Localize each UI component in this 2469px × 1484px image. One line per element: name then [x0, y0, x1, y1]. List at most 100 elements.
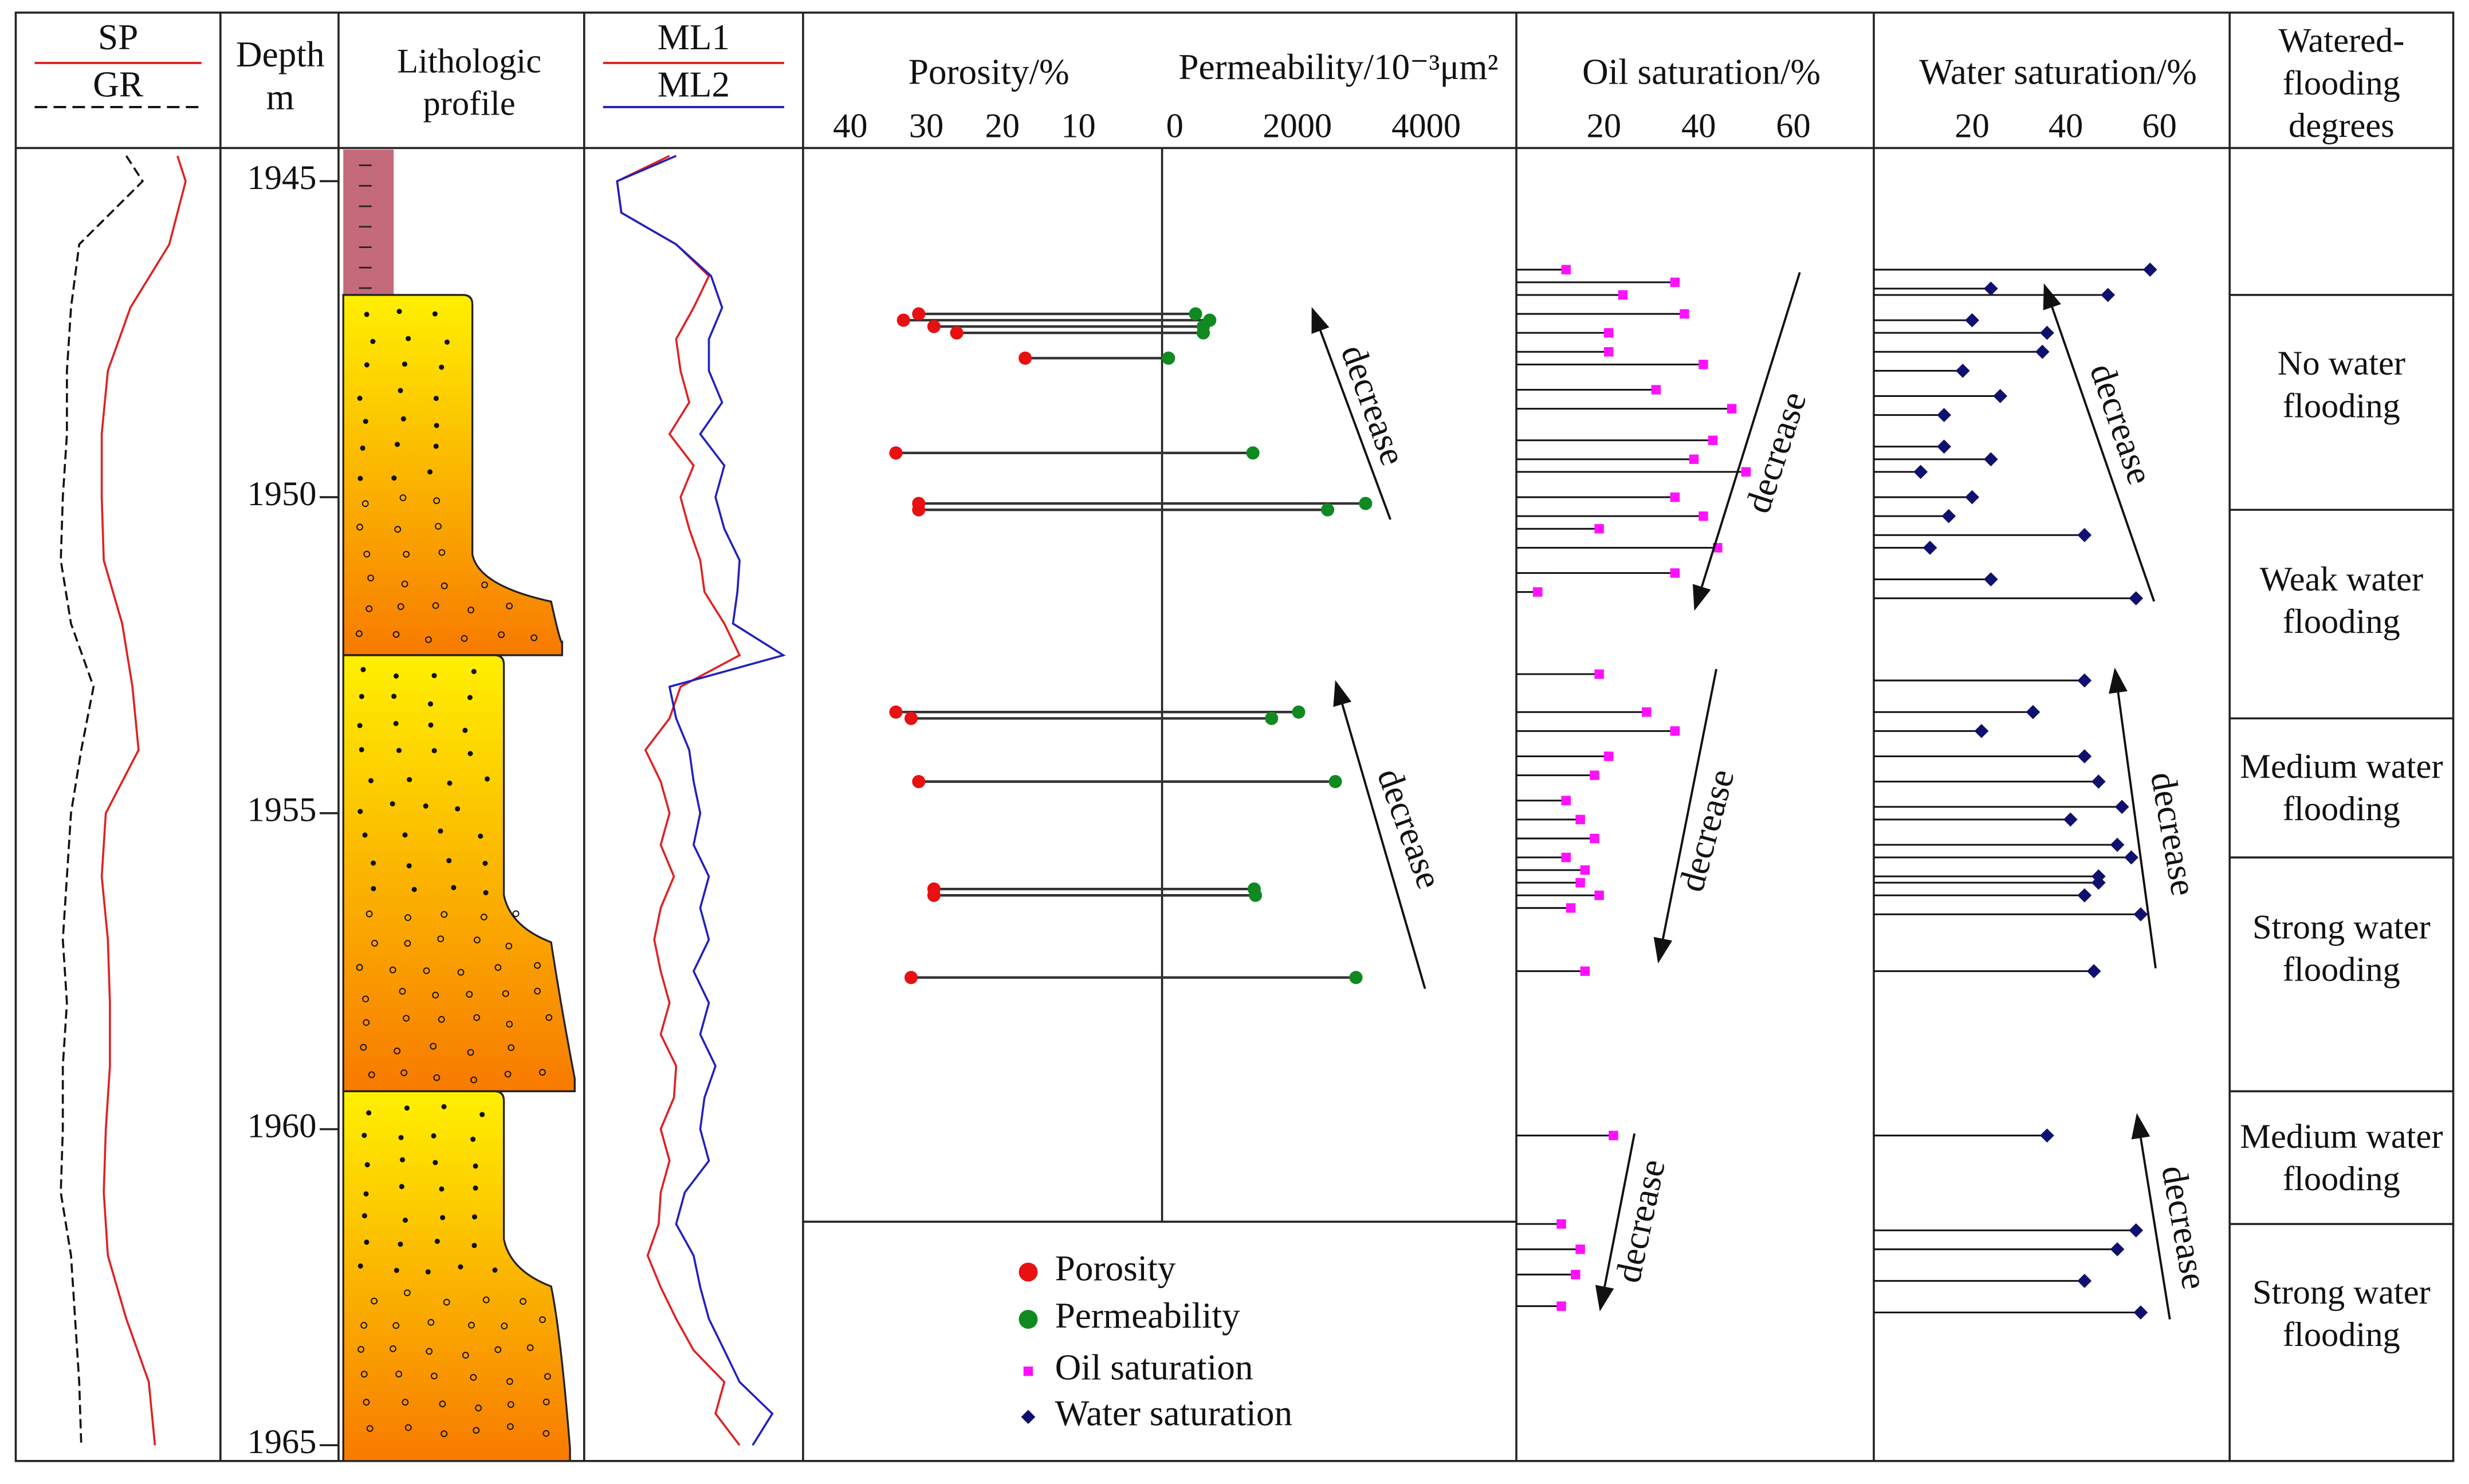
marker	[1965, 490, 1980, 505]
grain	[431, 1372, 438, 1380]
legend-label: SP	[98, 17, 138, 57]
grain	[403, 1289, 411, 1297]
grain	[402, 832, 408, 838]
marker	[2091, 875, 2106, 890]
grain	[467, 695, 473, 700]
arrow-head	[1653, 936, 1673, 964]
grain	[443, 1298, 450, 1306]
grain	[504, 1070, 512, 1078]
mudstone-layer	[343, 149, 394, 295]
grain	[362, 832, 368, 838]
annotation: decrease	[1333, 340, 1413, 470]
grain	[391, 475, 397, 481]
trend-arrow	[1603, 1133, 1636, 1287]
grain	[482, 860, 488, 866]
grain	[411, 887, 417, 892]
grain	[397, 603, 404, 610]
marker	[1699, 360, 1708, 369]
zone-label: Weak water flooding	[2259, 558, 2424, 641]
marker	[1590, 833, 1599, 844]
marker	[1699, 511, 1708, 521]
grain	[364, 362, 369, 368]
grain	[431, 673, 437, 679]
marker	[2110, 837, 2125, 852]
grain	[360, 667, 366, 672]
grain	[398, 1135, 404, 1140]
marker	[1965, 313, 1980, 328]
marker	[1566, 903, 1576, 913]
grain	[483, 889, 489, 896]
grain	[363, 1399, 370, 1406]
grain	[545, 1014, 553, 1021]
grain	[438, 1015, 445, 1023]
grain	[534, 987, 541, 995]
marker	[1642, 707, 1652, 717]
grain	[431, 748, 437, 754]
x-tick-label: 40	[2049, 107, 2083, 145]
grain	[361, 500, 369, 507]
legend-label: ML2	[658, 64, 730, 104]
grain	[470, 1374, 477, 1381]
log-curve	[616, 155, 786, 1446]
marker	[1575, 1244, 1585, 1254]
x2-tick-label: 2000	[1263, 107, 1332, 145]
grain	[368, 1071, 375, 1078]
marker	[1670, 568, 1680, 578]
marker	[2077, 749, 2092, 763]
grain	[433, 1074, 441, 1081]
zone-label-box: Strong water flooding	[2252, 1273, 2431, 1355]
grain	[461, 635, 468, 642]
marker	[2026, 704, 2041, 719]
grain	[473, 936, 481, 944]
grain	[439, 364, 445, 370]
outer-border	[14, 11, 2455, 1462]
grain	[406, 863, 412, 869]
marker	[2077, 528, 2092, 542]
trend-arrow	[1662, 668, 1717, 939]
grain	[366, 1425, 374, 1432]
grain	[393, 721, 399, 726]
marker	[1594, 890, 1604, 900]
marker	[1556, 1219, 1566, 1229]
marker	[1983, 572, 1998, 586]
grain	[458, 1264, 463, 1270]
grain	[398, 1241, 403, 1247]
grain	[356, 964, 363, 971]
grain	[360, 1371, 368, 1378]
grain	[363, 419, 368, 424]
x-tick-label: 40	[833, 107, 867, 145]
grain	[395, 1371, 403, 1377]
zone-label: Medium water flooding	[2240, 747, 2443, 829]
legend-marker	[1023, 1366, 1033, 1376]
marker	[904, 711, 918, 725]
trend-arrow	[1700, 271, 1801, 588]
marker	[1941, 509, 1956, 523]
grain	[404, 1424, 412, 1431]
grain	[426, 1348, 433, 1355]
x-tick-label: 20	[1955, 107, 1989, 145]
grain	[425, 1269, 431, 1275]
x2-tick-label: 0	[1166, 107, 1184, 145]
marker	[904, 971, 918, 985]
legend-label: Water saturation	[1055, 1393, 1292, 1433]
marker	[1983, 452, 1998, 467]
grain	[455, 806, 461, 812]
legend-label: Oil saturation	[1055, 1348, 1253, 1388]
grain	[544, 1373, 551, 1380]
grain	[506, 1021, 513, 1028]
grain	[357, 1346, 364, 1353]
marker	[927, 320, 941, 333]
grain	[364, 312, 369, 317]
grain	[396, 747, 402, 753]
marker	[2124, 850, 2138, 865]
grain	[471, 1243, 477, 1249]
grain	[471, 1214, 477, 1220]
grain	[435, 522, 442, 530]
grain	[363, 1019, 370, 1026]
grain	[506, 603, 513, 610]
x-tick-label: 20	[1587, 107, 1621, 145]
grain	[434, 1238, 440, 1244]
grain	[357, 395, 363, 401]
grain	[506, 1378, 513, 1385]
grain	[393, 673, 399, 679]
